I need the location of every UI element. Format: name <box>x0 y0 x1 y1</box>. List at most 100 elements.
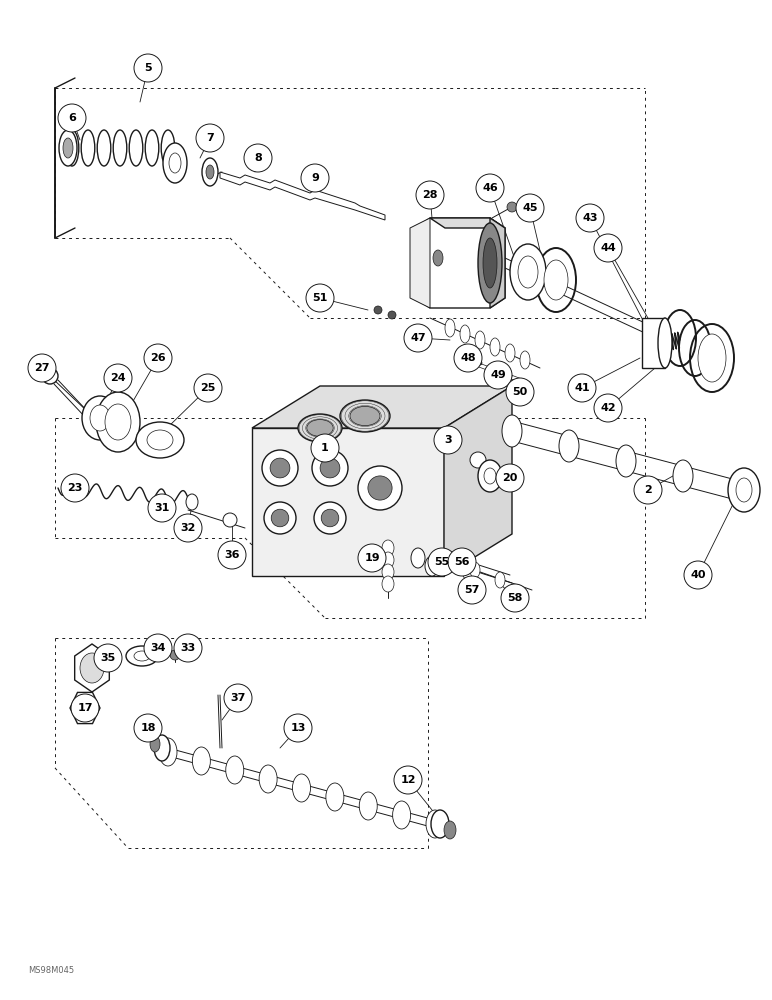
Ellipse shape <box>186 494 198 510</box>
Text: 13: 13 <box>290 723 306 733</box>
Text: 50: 50 <box>513 387 527 397</box>
Circle shape <box>634 476 662 504</box>
Circle shape <box>404 324 432 352</box>
Circle shape <box>311 434 339 462</box>
Ellipse shape <box>340 400 390 432</box>
Ellipse shape <box>134 651 150 661</box>
Ellipse shape <box>478 223 502 303</box>
Circle shape <box>388 311 396 319</box>
Text: 49: 49 <box>490 370 506 380</box>
Circle shape <box>568 374 596 402</box>
Ellipse shape <box>159 738 177 766</box>
Ellipse shape <box>321 509 339 527</box>
Ellipse shape <box>382 564 394 580</box>
Ellipse shape <box>359 792 378 820</box>
Circle shape <box>506 378 534 406</box>
Ellipse shape <box>202 158 218 186</box>
Circle shape <box>496 464 524 492</box>
Circle shape <box>134 714 162 742</box>
Circle shape <box>501 584 529 612</box>
Circle shape <box>484 361 512 389</box>
Polygon shape <box>252 386 512 428</box>
Ellipse shape <box>264 502 296 534</box>
Ellipse shape <box>478 460 502 492</box>
Circle shape <box>374 306 382 314</box>
Text: 17: 17 <box>77 703 93 713</box>
Ellipse shape <box>76 697 94 719</box>
Circle shape <box>218 541 246 569</box>
Circle shape <box>194 374 222 402</box>
Ellipse shape <box>154 735 170 761</box>
Ellipse shape <box>97 130 111 166</box>
Ellipse shape <box>262 450 298 486</box>
Polygon shape <box>642 318 665 368</box>
Ellipse shape <box>82 396 118 440</box>
Ellipse shape <box>520 351 530 369</box>
Polygon shape <box>410 218 430 308</box>
Ellipse shape <box>293 774 310 802</box>
Ellipse shape <box>59 130 77 166</box>
Ellipse shape <box>129 130 143 166</box>
Ellipse shape <box>42 368 58 384</box>
Circle shape <box>94 644 122 672</box>
Ellipse shape <box>460 325 470 343</box>
Circle shape <box>358 544 386 572</box>
Text: 2: 2 <box>644 485 652 495</box>
Ellipse shape <box>326 783 344 811</box>
Circle shape <box>174 514 202 542</box>
Polygon shape <box>252 428 444 576</box>
Circle shape <box>541 279 547 284</box>
Text: 45: 45 <box>522 203 538 213</box>
Ellipse shape <box>147 430 173 450</box>
Ellipse shape <box>225 756 244 784</box>
Ellipse shape <box>271 509 289 527</box>
Ellipse shape <box>320 458 340 478</box>
Ellipse shape <box>736 478 752 502</box>
Text: 55: 55 <box>435 557 449 567</box>
Polygon shape <box>220 172 385 220</box>
Text: 32: 32 <box>181 523 195 533</box>
Text: 36: 36 <box>224 550 240 560</box>
Ellipse shape <box>169 153 181 173</box>
Circle shape <box>224 684 252 712</box>
Text: 27: 27 <box>34 363 49 373</box>
Circle shape <box>531 275 537 280</box>
Circle shape <box>448 548 476 576</box>
Ellipse shape <box>206 165 214 179</box>
Circle shape <box>284 714 312 742</box>
Text: 43: 43 <box>582 213 598 223</box>
Ellipse shape <box>616 445 636 477</box>
Ellipse shape <box>192 747 211 775</box>
Ellipse shape <box>444 821 456 839</box>
Ellipse shape <box>63 138 73 158</box>
Ellipse shape <box>433 250 443 266</box>
Circle shape <box>144 344 172 372</box>
Text: 40: 40 <box>690 570 706 580</box>
Circle shape <box>537 277 541 282</box>
Circle shape <box>508 374 512 378</box>
Circle shape <box>61 474 89 502</box>
Circle shape <box>306 284 334 312</box>
Circle shape <box>493 368 497 372</box>
Text: 9: 9 <box>311 173 319 183</box>
Circle shape <box>196 124 224 152</box>
Text: 6: 6 <box>68 113 76 123</box>
Ellipse shape <box>475 331 485 349</box>
Ellipse shape <box>425 556 439 576</box>
Text: 12: 12 <box>400 775 416 785</box>
Circle shape <box>148 494 176 522</box>
Text: 47: 47 <box>410 333 426 343</box>
Circle shape <box>174 634 202 662</box>
Ellipse shape <box>658 318 672 368</box>
Ellipse shape <box>314 502 346 534</box>
Ellipse shape <box>673 460 693 492</box>
Circle shape <box>416 181 444 209</box>
Ellipse shape <box>445 319 455 337</box>
Ellipse shape <box>96 392 140 452</box>
Ellipse shape <box>382 540 394 556</box>
Ellipse shape <box>505 344 515 362</box>
Ellipse shape <box>431 810 449 838</box>
Ellipse shape <box>730 475 750 507</box>
Text: 1: 1 <box>321 443 329 453</box>
Text: 5: 5 <box>144 63 152 73</box>
